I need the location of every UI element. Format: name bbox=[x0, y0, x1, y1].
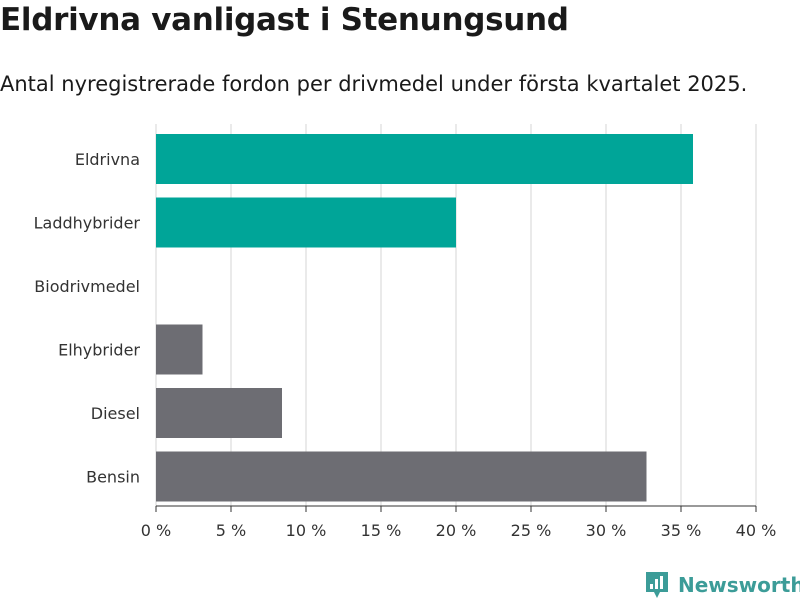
bar-elhybrider bbox=[156, 324, 203, 375]
x-tick-label: 25 % bbox=[511, 521, 552, 540]
bar-diesel bbox=[156, 388, 282, 438]
category-label: Elhybrider bbox=[58, 341, 140, 360]
bar-eldrivna bbox=[156, 134, 693, 184]
x-tick-label: 30 % bbox=[586, 521, 627, 540]
chart-subtitle: Antal nyregistrerade fordon per drivmede… bbox=[0, 72, 748, 96]
x-tick-label: 20 % bbox=[436, 521, 477, 540]
x-tick-label: 5 % bbox=[216, 521, 246, 540]
chart-title: Eldrivna vanligast i Stenungsund bbox=[0, 2, 569, 38]
category-label: Eldrivna bbox=[75, 150, 140, 169]
category-label: Bensin bbox=[86, 468, 140, 487]
brand-name: Newsworthy bbox=[678, 573, 800, 597]
x-tick-label: 40 % bbox=[736, 521, 777, 540]
x-tick-label: 35 % bbox=[661, 521, 702, 540]
bar-bensin bbox=[156, 451, 647, 502]
category-label: Laddhybrider bbox=[34, 214, 141, 233]
x-tick-label: 15 % bbox=[361, 521, 402, 540]
bar-chart: Eldrivna Laddhybrider Biodrivmedel Elhybrid… bbox=[34, 124, 777, 540]
category-label: Diesel bbox=[91, 404, 140, 423]
brand-logo: Newsworthy bbox=[644, 570, 800, 600]
bar-laddhybrider bbox=[156, 197, 456, 248]
x-tick-label: 0 % bbox=[141, 521, 171, 540]
category-label: Biodrivmedel bbox=[34, 277, 140, 296]
x-tick-label: 10 % bbox=[286, 521, 327, 540]
newsworthy-logo-icon bbox=[646, 572, 668, 598]
